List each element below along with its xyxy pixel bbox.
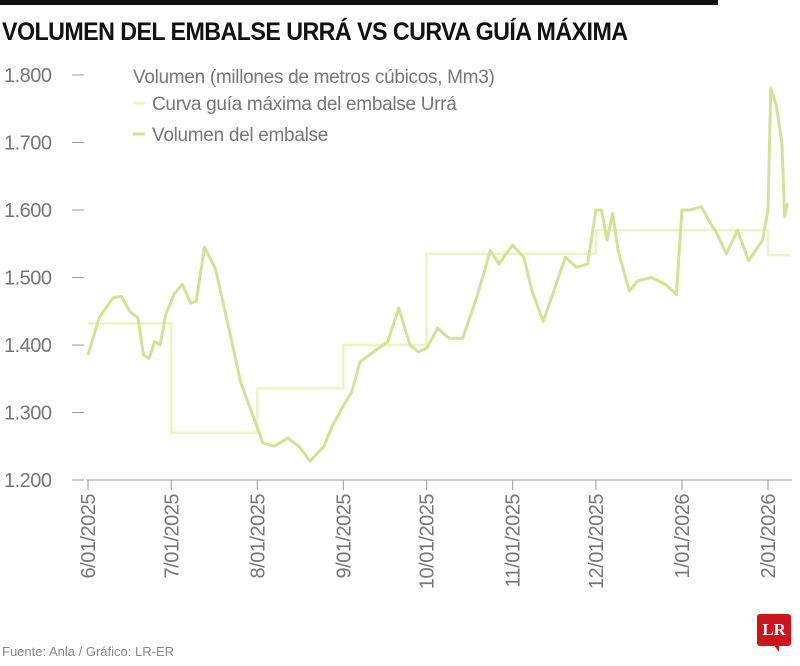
x-tick-label: 6/01/2025	[78, 494, 100, 579]
x-tick-label: 2/01/2026	[758, 494, 780, 579]
y-tick-label: 1.600	[4, 200, 52, 222]
x-tick-label: 12/01/2025	[586, 494, 608, 589]
series-line-guide	[88, 229, 791, 434]
source-note: Fuente: Anla / Gráfico: LR-ER	[2, 644, 174, 659]
x-axis: 6/01/2025 7/01/2025 8/01/2025 9/01/2025 10/0…	[78, 479, 792, 589]
x-tick-label: 9/01/2025	[333, 494, 355, 579]
y-tick-label: 1.500	[4, 268, 52, 290]
y-tick-label: 1.200	[4, 470, 52, 492]
y-tick-label: 1.700	[4, 133, 52, 155]
legend: Volumen (millones de metros cúbicos, Mm3…	[133, 67, 495, 146]
y-tick-label: 1.800	[4, 65, 52, 87]
x-tick-label: 10/01/2025	[417, 494, 439, 589]
legend-label-volume: Volumen del embalse	[152, 125, 328, 146]
y-axis-label: Volumen (millones de metros cúbicos, Mm3…	[133, 67, 495, 88]
lr-logo: LR	[757, 614, 791, 652]
y-tick-label: 1.300	[4, 403, 52, 425]
y-tick-label: 1.400	[4, 335, 52, 357]
chart-title: VOLUMEN DEL EMBALSE URRÁ VS CURVA GUÍA M…	[2, 18, 628, 46]
x-tick-label: 11/01/2025	[503, 494, 525, 588]
x-tick-label: 8/01/2025	[247, 494, 269, 579]
x-tick-label: 7/01/2025	[161, 494, 183, 579]
series-lines	[86, 87, 791, 463]
series-line-volume	[86, 87, 789, 463]
legend-label-guide: Curva guía máxima del embalse Urrá	[152, 94, 457, 115]
top-rule	[0, 0, 718, 5]
x-tick-label: 1/01/2026	[672, 494, 694, 579]
y-axis: 1.200 1.300 1.400 1.500 1.600 1.700 1.800	[4, 65, 84, 492]
